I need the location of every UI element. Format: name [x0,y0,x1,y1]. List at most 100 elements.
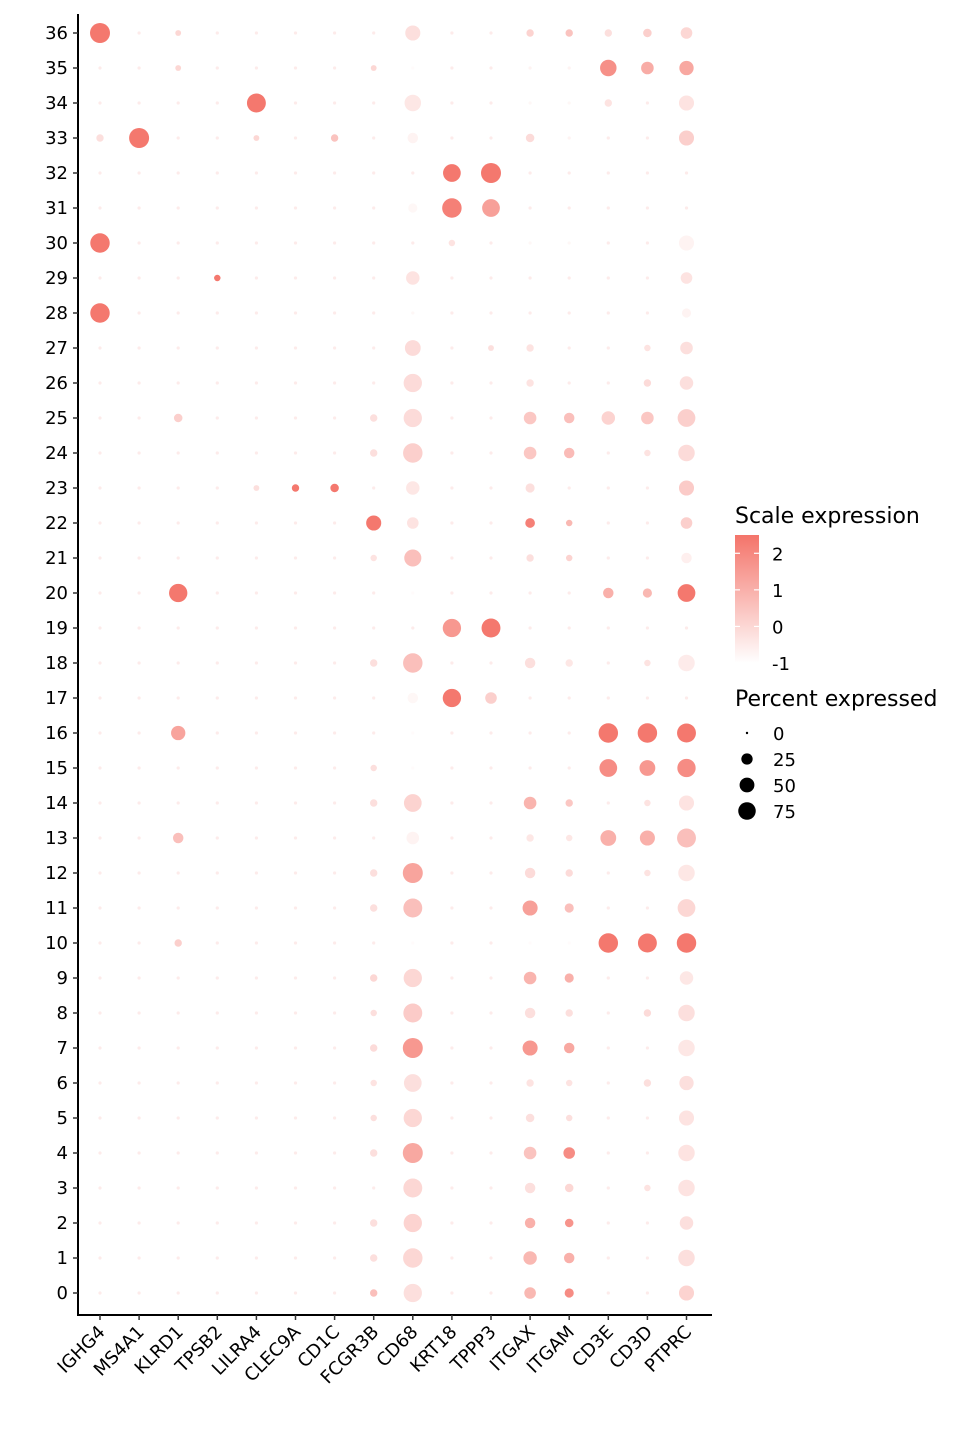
dot-cluster-28-TPPP3 [489,311,493,315]
dot-cluster-27-KRT18 [450,346,454,350]
dot-cluster-27-TPPP3 [488,345,494,351]
dot-cluster-29-MS4A1 [137,276,141,280]
dot-cluster-13-CD1C [333,836,337,840]
dot-cluster-27-ITGAM [567,346,571,350]
dot-cluster-9-FCGR3B [370,974,378,982]
dot-cluster-16-KLRD1 [171,725,186,741]
dot-cluster-3-CD1C [333,1186,337,1190]
dot-cluster-1-CD1C [333,1256,337,1260]
dot-cluster-20-KLRD1 [169,583,188,603]
dot-cluster-22-CD3D [645,521,650,525]
dot-cluster-18-CD1C [333,661,337,665]
dot-cluster-32-CD3E [606,171,610,175]
dot-cluster-31-ITGAM [567,206,571,210]
color-legend-label-1: 1 [772,581,783,602]
dot-cluster-10-LILRA4 [254,941,258,945]
dot-cluster-2-KRT18 [450,1221,454,1225]
dot-cluster-6-FCGR3B [370,1079,377,1087]
dot-cluster-30-CD1C [333,241,337,245]
dot-cluster-28-IGHG4 [90,303,110,323]
dot-cluster-10-CD3D [637,933,657,953]
dot-cluster-32-TPPP3 [481,163,501,183]
dot-cluster-25-KLRD1 [173,413,183,423]
dot-cluster-23-MS4A1 [137,486,141,490]
dot-cluster-33-ITGAM [567,136,571,140]
dot-cluster-31-CD3D [645,206,650,210]
dot-cluster-18-ITGAX [524,657,536,669]
dot-cluster-26-CD1C [333,381,337,385]
y-tick-label-25: 25 [45,408,68,429]
dot-cluster-17-KRT18 [442,688,462,708]
dot-cluster-26-PTPRC [679,376,694,390]
dot-cluster-9-CLEC9A [293,976,298,980]
dot-cluster-32-KRT18 [443,164,461,182]
dot-cluster-25-CD1C [333,416,337,420]
dot-cluster-23-TPPP3 [489,486,493,490]
dot-cluster-32-IGHG4 [98,171,102,175]
dot-cluster-6-KLRD1 [176,1081,180,1085]
y-tick-label-23: 23 [45,478,68,499]
dot-cluster-5-KRT18 [450,1116,454,1120]
dot-cluster-36-TPPP3 [489,31,493,35]
dot-cluster-6-IGHG4 [98,1081,102,1085]
dot-cluster-5-KLRD1 [176,1116,180,1120]
dot-cluster-11-TPPP3 [489,906,493,910]
dot-cluster-3-CD3D [644,1184,651,1192]
y-tick-label-29: 29 [45,268,68,289]
dot-cluster-6-CD3D [643,1079,652,1087]
dot-cluster-3-CD68 [403,1178,423,1198]
dot-cluster-29-ITGAM [567,276,571,280]
y-tick-label-16: 16 [45,723,68,744]
dot-cluster-11-ITGAX [522,900,538,916]
dot-cluster-0-KRT18 [450,1291,454,1295]
dot-cluster-33-CLEC9A [293,136,298,140]
dot-cluster-34-TPSB2 [215,101,219,105]
dot-cluster-4-LILRA4 [254,1151,258,1155]
dot-cluster-9-KRT18 [450,976,454,980]
dot-cluster-19-TPSB2 [215,626,219,630]
dot-cluster-2-CLEC9A [293,1221,298,1225]
dot-cluster-12-ITGAM [565,869,573,877]
dot-cluster-27-IGHG4 [98,346,102,350]
size-legend-title: Percent expressed [735,687,937,712]
dot-cluster-8-CD3D [643,1009,652,1017]
dot-cluster-3-ITGAM [564,1183,574,1193]
dot-cluster-35-TPPP3 [489,66,493,70]
dot-cluster-2-LILRA4 [254,1221,258,1225]
dot-cluster-2-KLRD1 [176,1221,180,1225]
dot-cluster-35-KRT18 [450,66,454,70]
dot-cluster-10-KRT18 [450,941,454,945]
dot-cluster-13-IGHG4 [98,836,102,840]
dot-cluster-26-MS4A1 [137,381,141,385]
y-tick-label-12: 12 [45,863,68,884]
dot-cluster-7-KRT18 [450,1046,454,1050]
dot-cluster-16-FCGR3B [372,731,376,735]
dot-cluster-30-TPPP3 [489,241,493,245]
dot-cluster-31-ITGAX [528,206,532,210]
dot-cluster-15-KRT18 [450,766,454,770]
y-tick-label-1: 1 [57,1248,68,1269]
dot-cluster-6-ITGAM [565,1079,573,1087]
dot-cluster-18-KLRD1 [176,661,180,665]
dot-layer [90,23,697,1303]
dot-cluster-3-TPPP3 [489,1186,493,1190]
dot-cluster-9-TPPP3 [489,976,493,980]
dot-cluster-15-ITGAM [567,766,571,770]
dot-cluster-2-CD3E [606,1221,610,1225]
dot-cluster-15-CD3E [599,759,618,777]
dot-cluster-3-KLRD1 [176,1186,180,1190]
dot-cluster-15-CLEC9A [293,766,298,770]
dot-cluster-26-IGHG4 [98,381,102,385]
dot-cluster-23-PTPRC [678,480,695,496]
dot-cluster-30-CLEC9A [293,241,298,245]
dot-cluster-3-TPSB2 [215,1186,219,1190]
dot-cluster-11-MS4A1 [137,906,141,910]
dot-cluster-18-CD68 [403,653,423,673]
dot-cluster-30-LILRA4 [254,241,258,245]
dot-cluster-28-LILRA4 [254,311,258,315]
dot-cluster-15-KLRD1 [176,766,180,770]
dot-cluster-34-ITGAX [528,101,532,105]
dot-cluster-27-CD1C [333,346,337,350]
dot-cluster-28-TPSB2 [215,311,219,315]
